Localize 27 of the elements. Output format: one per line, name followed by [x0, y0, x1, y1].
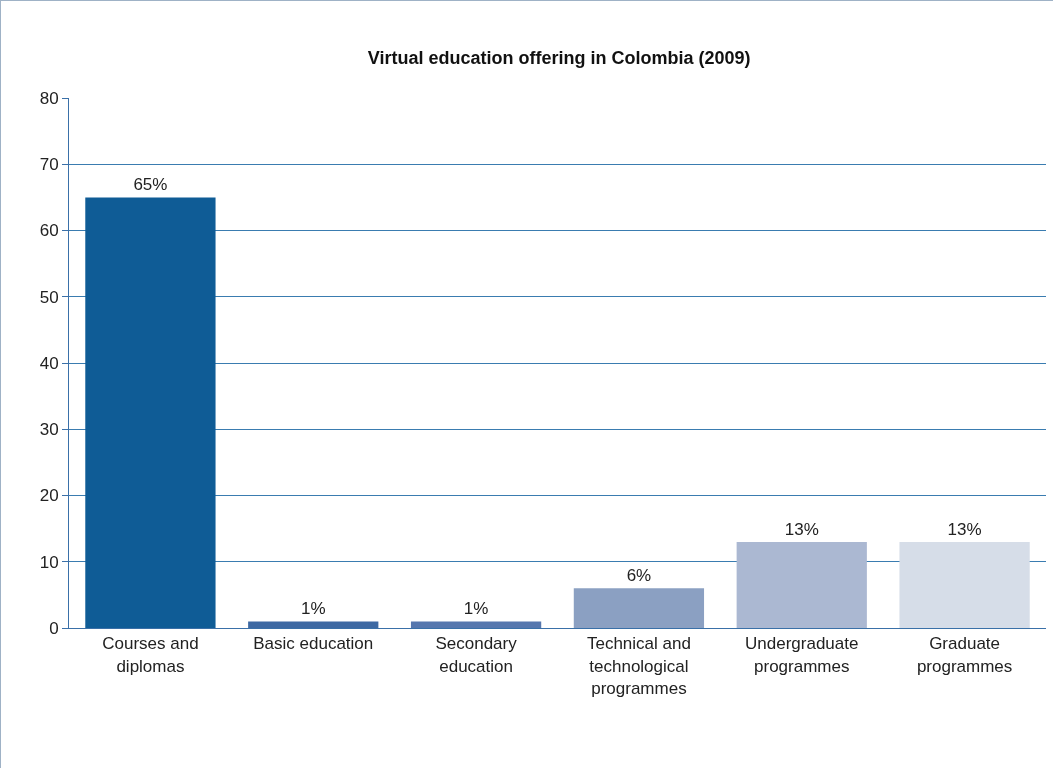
bar: [899, 541, 1030, 628]
x-tick-label: Graduate programmes: [916, 634, 1013, 676]
x-tick-label: Secondary education: [435, 634, 518, 676]
chart-title: Virtual education offering in Colombia (2009): [367, 47, 751, 68]
y-tick-label: 40: [39, 353, 59, 373]
data-label: 65%: [133, 175, 168, 195]
bar: [573, 588, 705, 628]
x-tick-label: Technical and technological programmes: [586, 634, 691, 698]
x-tick-label: Courses and diplomas: [102, 634, 199, 676]
data-label: 1%: [463, 599, 489, 619]
y-tick-label: 10: [39, 552, 59, 572]
bar: [85, 197, 216, 628]
y-tick-label: 80: [39, 88, 59, 108]
data-label: 13%: [784, 519, 819, 539]
y-tick-label: 60: [39, 221, 59, 241]
x-tick-label: Undergraduate programmes: [745, 634, 859, 676]
y-tick-label: 70: [39, 155, 59, 175]
bar: [410, 621, 542, 628]
y-tick-label: 50: [39, 287, 59, 307]
data-label: 1%: [300, 599, 326, 619]
y-tick-label: 30: [39, 420, 59, 440]
x-tick-label: Basic education: [253, 634, 374, 654]
data-label: 6%: [626, 566, 652, 586]
data-label: 13%: [947, 519, 982, 539]
y-tick-label: 20: [39, 486, 59, 506]
y-tick-label: 0: [49, 618, 59, 638]
bar: [736, 541, 867, 628]
